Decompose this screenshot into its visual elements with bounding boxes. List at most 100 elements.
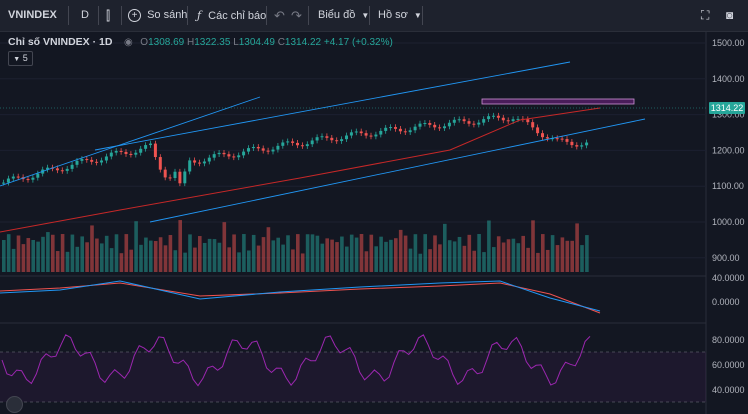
candle-body bbox=[447, 122, 451, 127]
candle-body bbox=[472, 123, 476, 125]
volume-bar bbox=[276, 237, 280, 272]
candle-body bbox=[90, 159, 94, 162]
compare-button[interactable]: + So sánh bbox=[128, 0, 187, 31]
toolbar-divider bbox=[68, 6, 69, 25]
volume-bar bbox=[438, 244, 442, 272]
toolbar-divider bbox=[369, 6, 370, 25]
volume-bar bbox=[21, 244, 26, 272]
volume-bar bbox=[51, 234, 55, 272]
candle-body bbox=[570, 141, 574, 146]
candle-body bbox=[100, 160, 103, 163]
volume-bar bbox=[482, 252, 486, 272]
collapse-indicators-button[interactable]: ▼ 5 bbox=[8, 51, 33, 66]
fullscreen-icon[interactable]: ⛶ bbox=[701, 8, 710, 22]
chart-layout-button[interactable]: Biểu đồ ▼ bbox=[318, 0, 369, 31]
candle-body bbox=[109, 152, 113, 157]
volume-bar bbox=[349, 234, 354, 272]
volume-bar bbox=[335, 242, 339, 272]
candle-body bbox=[104, 156, 108, 161]
candle-body bbox=[212, 154, 216, 158]
candle-body bbox=[271, 149, 275, 152]
volume-bar bbox=[325, 238, 329, 272]
tradingview-logo-icon[interactable] bbox=[6, 396, 23, 413]
volume-bar bbox=[193, 247, 197, 272]
volume-bar bbox=[46, 232, 50, 272]
candle-body bbox=[506, 120, 510, 122]
candle-body bbox=[560, 138, 564, 140]
volume-bar bbox=[65, 251, 70, 272]
macd-tick-label: 0.0000 bbox=[712, 297, 740, 307]
candle-body bbox=[403, 131, 407, 133]
plus-circle-icon: + bbox=[128, 8, 141, 22]
profile-button[interactable]: Hồ sơ ▼ bbox=[378, 0, 422, 31]
volume-bar bbox=[565, 240, 570, 272]
candle-body bbox=[11, 176, 15, 179]
volume-bar bbox=[472, 250, 476, 272]
volume-bar bbox=[379, 236, 383, 272]
volume-bar bbox=[398, 229, 403, 272]
volume-bar bbox=[80, 236, 84, 272]
candle-body bbox=[65, 168, 69, 171]
candle-body bbox=[413, 126, 417, 131]
candle-body bbox=[222, 152, 226, 155]
volume-bar bbox=[36, 241, 40, 272]
volume-bar bbox=[95, 238, 99, 272]
candle-body bbox=[183, 171, 187, 184]
volume-bar bbox=[129, 249, 133, 272]
volume-bar bbox=[281, 244, 285, 272]
volume-bar bbox=[433, 235, 437, 272]
candle-body bbox=[242, 151, 246, 156]
undo-icon[interactable]: ↶ bbox=[274, 8, 285, 23]
candle-body bbox=[369, 135, 373, 137]
camera-icon[interactable]: ◙ bbox=[726, 8, 734, 22]
redo-icon[interactable]: ↷ bbox=[291, 8, 302, 23]
interval-selector[interactable]: D bbox=[81, 9, 89, 21]
volume-bar bbox=[536, 252, 540, 272]
resistance-zone bbox=[481, 98, 635, 105]
volume-bar bbox=[555, 245, 560, 272]
close-value: 1314.22 bbox=[284, 37, 322, 48]
candle-body bbox=[193, 160, 197, 163]
volume-bar bbox=[251, 234, 256, 272]
change-value: +4.17 (+0.32%) bbox=[323, 37, 393, 48]
volume-bar bbox=[173, 250, 178, 272]
function-icon: ƒ bbox=[197, 9, 202, 22]
symbol-search[interactable]: VNINDEX bbox=[8, 9, 57, 21]
moving-average-line bbox=[0, 107, 601, 233]
indicators-button[interactable]: ƒ Các chỉ báo bbox=[197, 0, 266, 31]
volume-bar bbox=[580, 245, 584, 272]
candle-body bbox=[2, 182, 5, 184]
rsi-tick-label: 80.0000 bbox=[712, 335, 745, 345]
volume-bar bbox=[521, 235, 525, 272]
candle-body bbox=[173, 171, 177, 179]
candle-body bbox=[325, 136, 329, 138]
rsi-line bbox=[1, 334, 591, 387]
chart-area[interactable]: 1500.00 1400.00 1300.00 1200.00 1100.00 1000.… bbox=[0, 32, 748, 414]
volume-bar bbox=[443, 223, 447, 272]
candle-body bbox=[124, 151, 128, 154]
candle-body bbox=[487, 116, 491, 120]
legend-title: Chỉ số VNINDEX · 1D bbox=[8, 36, 113, 48]
chart-canvas[interactable]: 1500.00 1400.00 1300.00 1200.00 1100.00 1000.… bbox=[0, 32, 748, 414]
bar-style-icon[interactable]: ⫿ bbox=[106, 8, 111, 23]
volume-bar bbox=[198, 236, 202, 272]
volume-bar bbox=[114, 234, 119, 272]
candle-body bbox=[482, 119, 486, 123]
volume-bar bbox=[501, 242, 506, 272]
volume-bar bbox=[403, 235, 408, 272]
volume-bar bbox=[447, 240, 452, 272]
price-tick-label: 900.00 bbox=[712, 253, 740, 263]
volume-bar bbox=[452, 241, 457, 272]
eye-icon[interactable]: ◉ bbox=[124, 37, 133, 48]
volume-bar bbox=[2, 240, 6, 272]
volume-bar bbox=[60, 234, 65, 272]
volume-bar bbox=[41, 236, 45, 272]
candle-body bbox=[433, 124, 437, 128]
candle-body bbox=[247, 148, 250, 152]
rsi-band bbox=[0, 352, 706, 402]
macd-tick-label: 40.0000 bbox=[712, 273, 745, 283]
candle-body bbox=[296, 142, 299, 146]
chart-layout-label: Biểu đồ bbox=[318, 9, 356, 21]
price-tick-label: 1400.00 bbox=[712, 74, 745, 84]
volume-bar bbox=[286, 235, 290, 272]
